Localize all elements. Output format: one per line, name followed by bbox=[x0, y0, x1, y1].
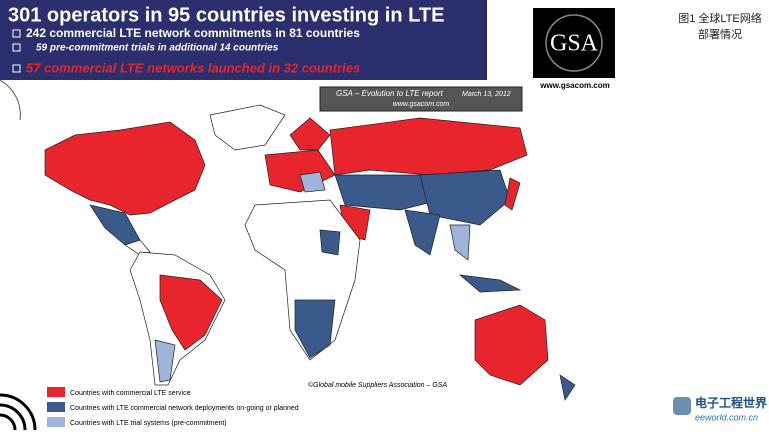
greenland bbox=[209, 104, 286, 151]
logo-name: GSA bbox=[550, 31, 599, 57]
report-url: www.gsacom.com bbox=[393, 101, 450, 108]
deco-arc bbox=[0, 79, 21, 121]
world-map bbox=[44, 104, 576, 401]
legend-swatch bbox=[47, 402, 65, 412]
deco-arcs bbox=[0, 393, 37, 431]
checkbox bbox=[12, 29, 21, 38]
indonesia bbox=[458, 274, 522, 293]
legend-label: Countries with commercial LTE service bbox=[70, 390, 191, 397]
new-zealand bbox=[559, 374, 576, 401]
balkans bbox=[299, 171, 326, 193]
header-line: 59 pre-commitment trials in additional 1… bbox=[36, 43, 279, 54]
watermark-url: eeworld.com.cn bbox=[695, 412, 758, 422]
north-america bbox=[44, 121, 206, 216]
report-title: GSA – Evolution to LTE report bbox=[336, 89, 443, 98]
brazil bbox=[159, 274, 223, 351]
caption: 部署情况 bbox=[698, 27, 742, 41]
header-line: 242 commercial LTE network commitments i… bbox=[26, 26, 360, 40]
header-line: 57 commercial LTE networks launched in 3… bbox=[26, 60, 360, 75]
legend-swatch bbox=[47, 387, 65, 397]
header-box bbox=[0, 0, 487, 80]
logo-ring bbox=[545, 14, 603, 72]
east-africa bbox=[319, 229, 341, 256]
checkbox bbox=[12, 64, 21, 73]
southeast-asia bbox=[449, 224, 471, 261]
central-america bbox=[124, 239, 151, 256]
watermark-icon bbox=[673, 397, 691, 415]
logo-url: www.gsacom.com bbox=[539, 81, 610, 90]
australia bbox=[474, 304, 549, 386]
header-title: 301 operators in 95 countries investing … bbox=[8, 4, 444, 26]
china bbox=[419, 169, 511, 226]
legend-label: Countries with LTE commercial network de… bbox=[70, 405, 299, 412]
legend-swatch bbox=[47, 417, 65, 427]
legend-label: Countries with LTE trial systems (pre-co… bbox=[70, 420, 227, 427]
caption: 图1 全球LTE网络 bbox=[678, 11, 762, 25]
japan bbox=[504, 177, 521, 211]
report-date: March 13, 2012 bbox=[462, 91, 511, 98]
india bbox=[404, 209, 441, 256]
southern-africa bbox=[294, 299, 336, 359]
copyright: ©Global mobile Suppliers Association – G… bbox=[308, 381, 447, 389]
central-asia bbox=[334, 174, 441, 211]
argentina bbox=[154, 339, 176, 383]
scandinavia bbox=[289, 117, 331, 151]
report-box bbox=[319, 86, 523, 112]
russia bbox=[329, 117, 528, 176]
checkbox bbox=[12, 43, 21, 52]
watermark-name: 电子工程世界 bbox=[695, 395, 767, 410]
